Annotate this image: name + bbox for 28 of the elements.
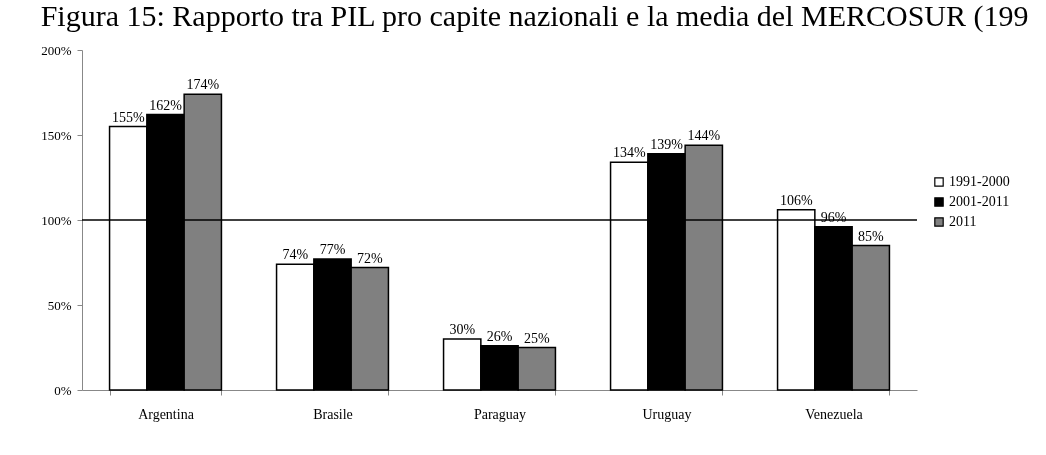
y-tick-label: 50% — [47, 297, 72, 313]
data-label: 25% — [523, 330, 550, 346]
x-tick-label: Argentina — [138, 406, 195, 422]
data-label: 77% — [319, 242, 346, 258]
data-label: 144% — [687, 128, 721, 144]
data-label: 162% — [149, 97, 183, 113]
data-label: 30% — [449, 322, 476, 337]
data-label: 74% — [282, 247, 309, 263]
x-tick-label: Brasile — [313, 406, 353, 422]
y-tick-label: 200% — [41, 42, 72, 58]
data-label: 26% — [486, 328, 513, 344]
data-label: 155% — [111, 109, 145, 125]
y-tick-label: 100% — [41, 212, 72, 228]
data-label: 72% — [356, 250, 383, 266]
legend-label: 2011 — [949, 214, 977, 229]
legend-label: 1991-2000 — [949, 174, 1010, 189]
x-tick-label: Paraguay — [473, 406, 527, 422]
data-label: 139% — [650, 136, 684, 152]
x-tick-label: Venezuela — [805, 406, 864, 422]
y-tick-label: 150% — [41, 127, 72, 143]
x-tick-label: Uruguay — [642, 406, 692, 422]
data-label: 106% — [779, 192, 813, 208]
data-label: 174% — [186, 77, 220, 93]
data-label: 85% — [857, 228, 884, 244]
data-label: 134% — [612, 145, 646, 161]
y-tick-label: 0% — [54, 382, 72, 398]
legend-label: 2001-2011 — [949, 194, 1010, 209]
chart-title: Figura 15: Rapporto tra PIL pro capite nazionali e la media del MERCOSUR (199 — [40, 0, 1029, 33]
